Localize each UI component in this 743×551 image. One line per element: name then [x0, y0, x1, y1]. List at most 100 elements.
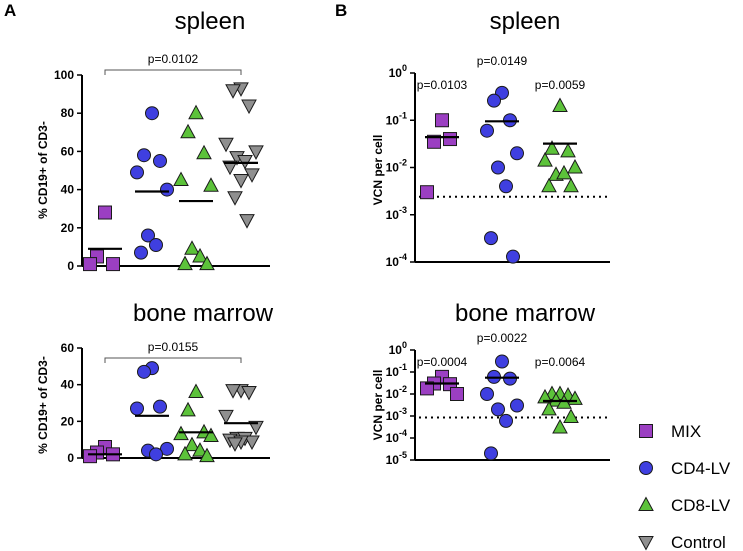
data-point-control [233, 174, 249, 189]
data-point-cd4-lv [480, 123, 494, 138]
panel-a-bone-marrow: bone marrow % CD19+ of CD3- 0 20 40 60 p=0.0… [36, 300, 274, 465]
y-tick-label: 10-4 [386, 428, 407, 445]
chart-title: spleen [490, 8, 561, 35]
data-point-cd8-lv [196, 144, 212, 160]
legend-marker-cd4-lv [639, 461, 653, 475]
data-point-cd8-lv [556, 164, 572, 180]
legend-marker-cd8-lv [638, 496, 654, 511]
data-point-cd4-lv [495, 354, 509, 369]
data-point-cd8-lv [177, 445, 193, 461]
data-point-cd4-lv [491, 402, 505, 417]
data-point-cd8-lv [173, 171, 189, 187]
data-point-cd8-lv [184, 240, 200, 255]
data-point-control [222, 160, 238, 176]
y-tick-label: 60 [61, 341, 75, 355]
data-point-cd8-lv [203, 177, 219, 192]
data-point-cd4-lv [160, 182, 174, 197]
significance-bracket [104, 69, 242, 75]
data-point-cd4-lv [487, 93, 501, 108]
data-point-cd4-lv [141, 228, 155, 243]
data-point-cd4-lv [137, 364, 151, 379]
p-value-label: p=0.0155 [148, 340, 199, 354]
data-point-cd4-lv [137, 148, 151, 163]
data-point-cd8-lv [188, 104, 204, 120]
data-point-cd8-lv [192, 247, 208, 263]
p-value-label: p=0.0102 [148, 52, 199, 66]
data-point-cd4-lv [134, 245, 148, 260]
data-point-cd8-lv [188, 383, 204, 398]
data-point-cd4-lv [510, 398, 524, 413]
data-point-cd8-lv [537, 388, 553, 404]
data-point-control [248, 420, 264, 436]
y-tick-label: 20 [61, 414, 75, 428]
y-axis-label: VCN per cell [371, 135, 385, 206]
data-point-cd8-lv [203, 427, 219, 442]
data-point-control [241, 99, 257, 115]
legend-item-control: Control [638, 533, 726, 551]
y-axis-label: % CD19+ of CD3- [36, 121, 50, 219]
data-point-cd8-lv [552, 97, 568, 113]
data-point-cd4-lv [480, 387, 494, 401]
y-tick-label: 20 [61, 221, 75, 235]
panel-b-bone-marrow: bone marrow VCN per cell 10-5 10-4 10-3 10-… [371, 300, 610, 467]
data-point-mix [420, 185, 434, 200]
data-point-cd4-lv [130, 165, 144, 180]
data-point-control [218, 409, 234, 425]
data-point-cd8-lv [180, 123, 196, 139]
y-axis-label: % CD19+ of CD3- [36, 356, 50, 454]
y-tick-label: 10-4 [386, 252, 407, 269]
data-point-control [248, 145, 264, 160]
data-point-control [227, 191, 243, 206]
y-tick-label: 0 [67, 259, 74, 273]
data-point-cd4-lv [499, 413, 513, 428]
data-point-cd8-lv [544, 140, 560, 155]
data-point-control [218, 137, 234, 153]
legend-item-cd4-lv: CD4-LV [639, 459, 731, 478]
data-point-mix [420, 381, 434, 396]
legend-item-mix: MIX [639, 422, 701, 441]
data-point-cd4-lv [149, 447, 163, 462]
chart-title: bone marrow [133, 300, 274, 327]
data-point-control [241, 386, 257, 401]
data-point-cd8-lv [563, 408, 579, 424]
data-point-mix [435, 113, 449, 128]
panel-b-spleen: B spleen VCN per cell 10-4 10-3 10-2 10-1 10… [335, 1, 610, 269]
data-point-control [239, 214, 255, 229]
data-point-cd8-lv [560, 142, 576, 158]
data-point-cd8-lv [199, 255, 215, 271]
legend-label: Control [671, 533, 726, 551]
panel-a-spleen: A spleen % CD19+ of CD3- 0 20 40 60 80 100 p=0… [4, 1, 270, 273]
data-point-mix [83, 257, 97, 272]
data-point-cd4-lv [130, 401, 144, 416]
data-point-cd4-lv [499, 179, 513, 194]
legend-label: CD8-LV [671, 496, 731, 515]
p-value-label: p=0.0004 [417, 355, 468, 369]
data-point-mix [98, 205, 112, 220]
data-point-cd4-lv [153, 153, 167, 168]
data-point-cd8-lv [177, 255, 193, 271]
data-point-cd8-lv [199, 447, 215, 463]
legend: MIX CD4-LV CD8-LV Control [638, 422, 731, 551]
data-point-control [244, 168, 260, 183]
data-point-cd4-lv [145, 106, 159, 121]
data-point-cd4-lv [484, 231, 498, 246]
panel-letter: A [4, 1, 16, 20]
y-tick-label: 100 [54, 68, 74, 82]
legend-label: MIX [671, 422, 701, 441]
data-point-mix [450, 387, 464, 401]
y-tick-label: 10-5 [386, 450, 407, 467]
y-tick-label: 10-3 [386, 406, 407, 423]
p-value-label: p=0.0064 [535, 355, 586, 369]
data-point-cd4-lv [506, 249, 520, 264]
data-point-cd8-lv [563, 177, 579, 193]
y-tick-label: 100 [389, 340, 407, 357]
y-tick-label: 0 [67, 451, 74, 465]
data-point-mix [83, 449, 97, 464]
data-point-cd4-lv [484, 446, 498, 461]
y-tick-label: 10-2 [386, 384, 407, 401]
data-point-cd8-lv [541, 177, 557, 193]
data-point-cd8-lv [184, 436, 200, 452]
legend-label: CD4-LV [671, 459, 731, 478]
y-axis-label: VCN per cell [371, 370, 385, 441]
